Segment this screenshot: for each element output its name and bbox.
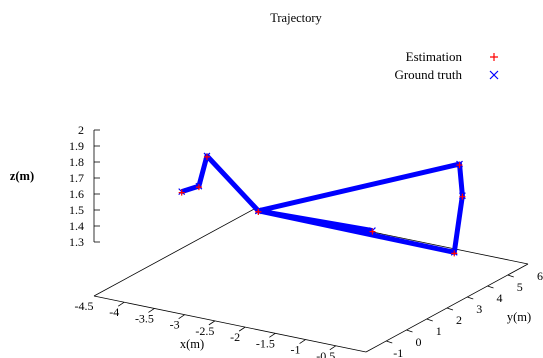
x-tick [238, 326, 246, 332]
z-tick-label: 1.7 [69, 171, 84, 185]
z-axis-label: z(m) [10, 169, 34, 183]
y-tick-label: 3 [476, 302, 482, 316]
x-tick-label: -4.5 [75, 299, 94, 313]
y-tick [487, 285, 494, 289]
y-tick [446, 307, 454, 311]
legend: Estimation Ground truth [394, 49, 499, 82]
y-tick-label: 5 [517, 280, 523, 294]
z-tick-label: 1.3 [69, 235, 84, 249]
x-tick [178, 314, 185, 319]
x-tick-label: -0.5 [316, 349, 335, 358]
y-tick-label: -1 [393, 346, 403, 358]
y-tick [406, 329, 413, 333]
back-x-axis-line [93, 207, 257, 297]
z-tick-label: 2 [78, 123, 84, 137]
x-tick [208, 320, 216, 326]
z-tick-label: 1.5 [69, 203, 84, 217]
legend-marker-ground-truth [489, 70, 499, 80]
z-tick-label: 1.8 [69, 155, 84, 169]
x-tick [329, 345, 336, 351]
x-tick [148, 308, 155, 313]
x-tick [269, 333, 276, 338]
y-tick [467, 296, 474, 300]
estimation-point [195, 184, 202, 191]
y-tick-label: 1 [436, 324, 442, 338]
x-tick [118, 301, 125, 307]
estimation-point [203, 153, 210, 160]
z-tick-label: 1.4 [69, 219, 84, 233]
z-tick-label: 1.9 [69, 139, 84, 153]
y-tick-label: 0 [416, 335, 422, 349]
y-tick [507, 274, 514, 278]
ground-truth-path [180, 153, 465, 255]
estimation-point [178, 189, 185, 196]
y-tick-label: 4 [497, 291, 503, 305]
chart-title: Trajectory [270, 11, 322, 25]
y-tick [426, 318, 433, 322]
estimation-point [451, 250, 458, 257]
x-tick-label: 0 [353, 355, 359, 358]
axis-ticks: -4.5-4-3.5-3-2.5-2-1.5-1-0.50-2-10123456… [69, 123, 543, 358]
z-tick-label: 1.6 [69, 187, 84, 201]
legend-marker-estimation [490, 53, 498, 61]
y-axis-label: y(m) [507, 310, 531, 324]
legend-label-estimation: Estimation [406, 49, 463, 64]
x-tick-label: -4 [109, 305, 119, 319]
x-tick-label: -2 [230, 330, 240, 344]
series-layer [178, 152, 466, 257]
estimation-point [255, 208, 262, 215]
x-tick [299, 339, 306, 344]
y-tick-label: 6 [537, 269, 543, 283]
x-tick-label: -1.5 [256, 336, 275, 350]
y-tick [386, 340, 393, 344]
legend-label-ground-truth: Ground truth [394, 67, 462, 82]
estimation-point [369, 228, 376, 235]
estimation-point [456, 162, 463, 169]
y-tick-label: 2 [456, 313, 462, 327]
x-tick-label: -3 [170, 318, 180, 332]
estimation-point [459, 193, 466, 200]
x-tick-label: -3.5 [135, 311, 154, 325]
x-tick-label: -2.5 [195, 324, 214, 338]
x-tick-label: -1 [291, 343, 301, 357]
x-axis-label: x(m) [180, 337, 204, 351]
x-axis-line [93, 295, 367, 353]
axes [93, 130, 529, 353]
